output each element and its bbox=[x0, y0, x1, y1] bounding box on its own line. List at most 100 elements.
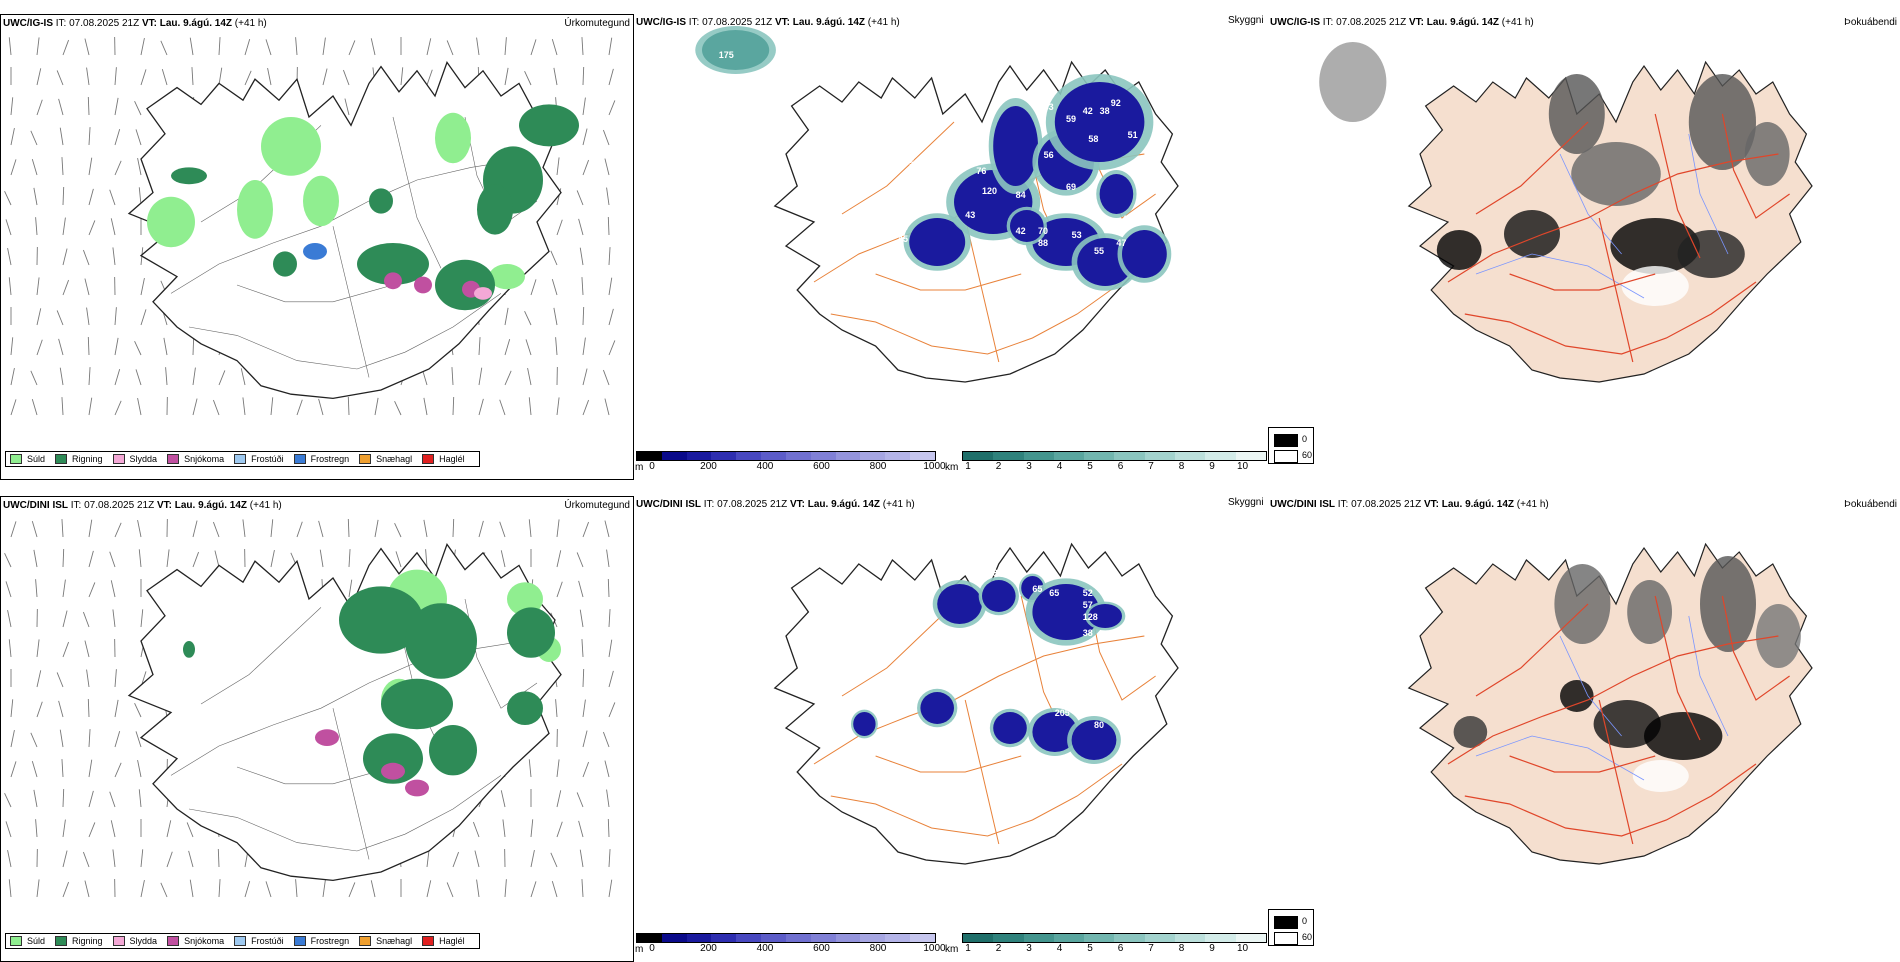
wind-barb bbox=[63, 789, 64, 807]
wind-barb bbox=[556, 337, 557, 355]
wind-barb bbox=[583, 762, 589, 777]
wind-barb bbox=[583, 522, 589, 537]
wind-barb bbox=[167, 820, 171, 837]
ceiling-area bbox=[993, 712, 1027, 744]
wind-barb bbox=[371, 880, 375, 897]
wind-barb bbox=[63, 882, 69, 897]
ceiling-bin bbox=[786, 934, 811, 942]
wind-barb bbox=[60, 368, 63, 385]
wind-barb bbox=[531, 819, 533, 837]
wind-barb bbox=[32, 159, 37, 175]
fog-legend: 0 60 bbox=[1268, 427, 1314, 464]
wind-barb bbox=[5, 191, 11, 205]
ceiling-bin bbox=[910, 452, 935, 460]
precip-type-map bbox=[1, 497, 634, 962]
legend-swatch bbox=[359, 454, 371, 464]
visibility-tick: 8 bbox=[1179, 461, 1185, 472]
wind-barb bbox=[609, 849, 610, 867]
ceiling-value: 44 bbox=[898, 222, 908, 232]
wind-barb bbox=[89, 398, 92, 415]
wind-barb bbox=[609, 640, 612, 657]
ceiling-value: 45 bbox=[1128, 596, 1138, 606]
snow-area bbox=[315, 729, 339, 746]
wind-barb bbox=[605, 761, 609, 777]
ceiling-value: 70 bbox=[1038, 226, 1048, 236]
wind-barb bbox=[245, 881, 250, 897]
wind-barb bbox=[375, 398, 378, 415]
ceiling-tick: 0 bbox=[649, 461, 655, 472]
wind-barb bbox=[609, 38, 612, 55]
visibility-bin bbox=[1114, 452, 1144, 460]
fog-legend-white bbox=[1274, 932, 1298, 945]
legend-swatch bbox=[294, 454, 306, 464]
wind-barb bbox=[609, 671, 613, 687]
wind-barb bbox=[554, 68, 557, 85]
wind-barb bbox=[551, 853, 557, 867]
drizzle-area bbox=[303, 176, 339, 226]
wind-barb bbox=[479, 368, 482, 385]
wind-barb bbox=[63, 218, 65, 235]
rain-area bbox=[171, 167, 207, 184]
wind-barb bbox=[9, 639, 11, 657]
ceiling-value: 59 bbox=[1066, 114, 1076, 124]
snow-area bbox=[405, 780, 429, 797]
wind-barb bbox=[348, 519, 349, 537]
ceiling-unit: m bbox=[635, 462, 643, 473]
wind-barb bbox=[85, 279, 89, 295]
fog-area bbox=[1644, 712, 1722, 760]
precip-legend-item: Frostregn bbox=[294, 936, 350, 946]
visibility-tick: 9 bbox=[1209, 461, 1215, 472]
wind-barb bbox=[609, 880, 612, 897]
wind-barb bbox=[136, 129, 141, 145]
wind-barb bbox=[551, 251, 557, 265]
rain-area bbox=[183, 641, 195, 658]
wind-barb bbox=[63, 611, 67, 627]
ceiling-value: 88 bbox=[1038, 238, 1048, 248]
wind-barb bbox=[396, 551, 401, 567]
wind-barb bbox=[37, 702, 42, 717]
visibility-tick: 10 bbox=[1237, 943, 1248, 954]
wind-barb bbox=[31, 371, 37, 385]
legend-swatch bbox=[10, 936, 22, 946]
wind-barb bbox=[87, 308, 89, 325]
wind-barb bbox=[219, 68, 222, 85]
precip-type-panel: UWC/DINI ISL IT: 07.08.2025 21Z VT: Lau.… bbox=[0, 496, 634, 962]
wind-barb bbox=[36, 217, 37, 235]
ceiling-tick: 0 bbox=[649, 943, 655, 954]
legend-swatch bbox=[167, 936, 179, 946]
wind-barb bbox=[59, 701, 63, 717]
wind-barb bbox=[605, 159, 609, 175]
precip-legend-item: Frostúði bbox=[234, 454, 284, 464]
legend-swatch bbox=[422, 936, 434, 946]
wind-barb bbox=[111, 218, 115, 235]
wind-barb bbox=[89, 158, 92, 175]
wind-barb bbox=[531, 850, 534, 867]
visibility-bin bbox=[1024, 452, 1054, 460]
wind-barb bbox=[167, 549, 169, 567]
visibility-bin bbox=[1024, 934, 1054, 942]
fog-area bbox=[1319, 42, 1386, 122]
wind-barb bbox=[187, 822, 193, 837]
wind-barb bbox=[582, 277, 583, 295]
visibility-bin bbox=[1205, 452, 1235, 460]
legend-label: Frostúði bbox=[251, 936, 284, 946]
wind-barb bbox=[11, 128, 14, 145]
wind-barb bbox=[271, 550, 274, 567]
wind-barb bbox=[580, 610, 583, 627]
wind-barb bbox=[500, 522, 505, 537]
wind-barb bbox=[11, 159, 16, 175]
wind-barb bbox=[9, 37, 11, 55]
visibility-tick: 1 bbox=[965, 461, 971, 472]
ceiling-area bbox=[1100, 174, 1134, 214]
ceiling-bin bbox=[885, 934, 910, 942]
wind-barb bbox=[427, 880, 431, 897]
visibility-bin bbox=[963, 934, 993, 942]
ceiling-area bbox=[920, 692, 954, 724]
wind-barb bbox=[241, 368, 245, 385]
wind-barb bbox=[583, 67, 584, 85]
wind-barb bbox=[141, 880, 144, 897]
fog-area bbox=[1504, 210, 1560, 258]
rain-area bbox=[381, 679, 453, 729]
ceiling-bin bbox=[836, 934, 861, 942]
wind-barb bbox=[479, 337, 480, 355]
